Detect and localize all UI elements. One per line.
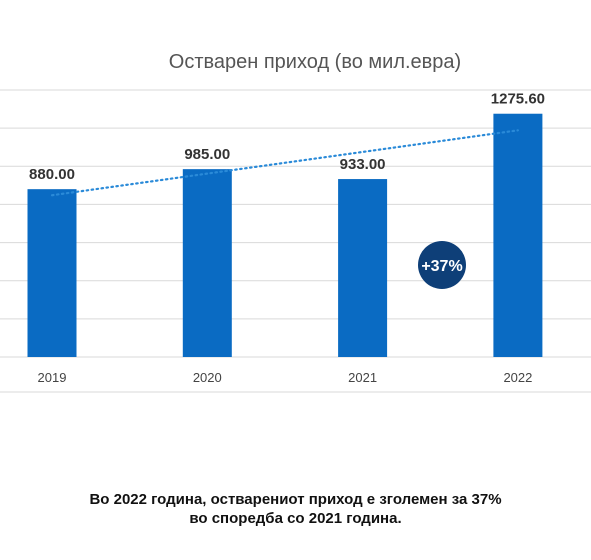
trendline-path [50,129,520,197]
bar-2022 [493,113,543,357]
value-labels: 880.00 985.00 933.00 1275.60 [29,91,545,183]
bar-2019 [27,189,77,357]
x-tick-label-2022: 2022 [503,370,532,385]
bar-2021 [338,179,388,357]
revenue-bar-chart: Остварен приход (во мил.евра) 880.00 985.… [0,51,591,393]
growth-badge: +37% [418,241,466,289]
caption: Во 2022 година, остварениот приход е зго… [0,490,591,528]
x-axis-labels: 2019 2020 2021 2022 [38,370,533,385]
value-label-2022: 1275.60 [491,91,545,108]
gridlines [0,89,591,393]
badge-circle [418,241,466,289]
caption-line-2: во споредба со 2021 година. [189,510,402,527]
bars [27,113,543,357]
x-tick-label-2020: 2020 [193,370,222,385]
x-tick-label-2021: 2021 [348,370,377,385]
caption-line-1: Во 2022 година, остварениот приход е зго… [89,491,502,508]
bar-2020 [182,169,232,357]
x-tick-label-2019: 2019 [38,370,67,385]
value-label-2019: 880.00 [29,166,75,183]
trendline [50,129,520,197]
value-label-2021: 933.00 [340,156,386,173]
chart-title: Остварен приход (во мил.евра) [169,51,461,73]
value-label-2020: 985.00 [184,146,230,163]
badge-text: +37% [421,258,462,275]
